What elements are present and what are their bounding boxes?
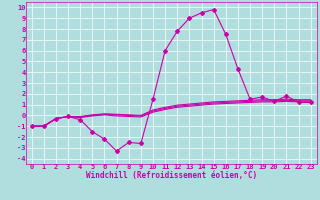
X-axis label: Windchill (Refroidissement éolien,°C): Windchill (Refroidissement éolien,°C)	[86, 171, 257, 180]
